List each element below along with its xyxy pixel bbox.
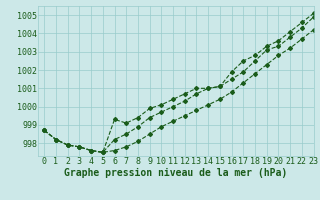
X-axis label: Graphe pression niveau de la mer (hPa): Graphe pression niveau de la mer (hPa): [64, 168, 288, 178]
